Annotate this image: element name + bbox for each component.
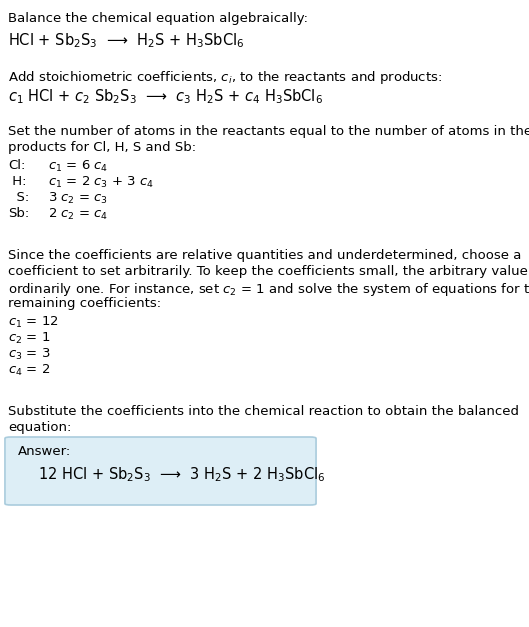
Text: Balance the chemical equation algebraically:: Balance the chemical equation algebraica… — [8, 12, 308, 25]
Text: HCl + Sb$_2$S$_3$  ⟶  H$_2$S + H$_3$SbCl$_6$: HCl + Sb$_2$S$_3$ ⟶ H$_2$S + H$_3$SbCl$_… — [8, 31, 244, 50]
Text: $c_3$ = 3: $c_3$ = 3 — [8, 347, 50, 362]
Text: Set the number of atoms in the reactants equal to the number of atoms in the: Set the number of atoms in the reactants… — [8, 125, 529, 138]
Text: $c_2$ = 1: $c_2$ = 1 — [8, 331, 50, 346]
Text: products for Cl, H, S and Sb:: products for Cl, H, S and Sb: — [8, 141, 196, 154]
Text: Substitute the coefficients into the chemical reaction to obtain the balanced: Substitute the coefficients into the che… — [8, 405, 519, 418]
FancyBboxPatch shape — [5, 437, 316, 505]
Text: Add stoichiometric coefficients, $c_i$, to the reactants and products:: Add stoichiometric coefficients, $c_i$, … — [8, 69, 442, 86]
Text: $c_1$ = 12: $c_1$ = 12 — [8, 315, 59, 330]
Text: Answer:: Answer: — [18, 445, 71, 458]
Text: $c_1$ = 2 $c_3$ + 3 $c_4$: $c_1$ = 2 $c_3$ + 3 $c_4$ — [48, 175, 154, 190]
Text: Sb:: Sb: — [8, 207, 29, 220]
Text: S:: S: — [8, 191, 29, 204]
Text: Cl:: Cl: — [8, 159, 25, 172]
Text: 3 $c_2$ = $c_3$: 3 $c_2$ = $c_3$ — [48, 191, 108, 206]
Text: Since the coefficients are relative quantities and underdetermined, choose a: Since the coefficients are relative quan… — [8, 249, 522, 262]
Text: equation:: equation: — [8, 421, 71, 434]
Text: $c_1$ = 6 $c_4$: $c_1$ = 6 $c_4$ — [48, 159, 108, 174]
Text: remaining coefficients:: remaining coefficients: — [8, 297, 161, 310]
Text: H:: H: — [8, 175, 26, 188]
Text: $c_4$ = 2: $c_4$ = 2 — [8, 363, 50, 378]
Text: $c_1$ HCl + $c_2$ Sb$_2$S$_3$  ⟶  $c_3$ H$_2$S + $c_4$ H$_3$SbCl$_6$: $c_1$ HCl + $c_2$ Sb$_2$S$_3$ ⟶ $c_3$ H$… — [8, 87, 323, 106]
Text: ordinarily one. For instance, set $c_2$ = 1 and solve the system of equations fo: ordinarily one. For instance, set $c_2$ … — [8, 281, 529, 298]
Text: coefficient to set arbitrarily. To keep the coefficients small, the arbitrary va: coefficient to set arbitrarily. To keep … — [8, 265, 529, 278]
Text: 2 $c_2$ = $c_4$: 2 $c_2$ = $c_4$ — [48, 207, 108, 222]
Text: 12 HCl + Sb$_2$S$_3$  ⟶  3 H$_2$S + 2 H$_3$SbCl$_6$: 12 HCl + Sb$_2$S$_3$ ⟶ 3 H$_2$S + 2 H$_3… — [38, 465, 325, 483]
